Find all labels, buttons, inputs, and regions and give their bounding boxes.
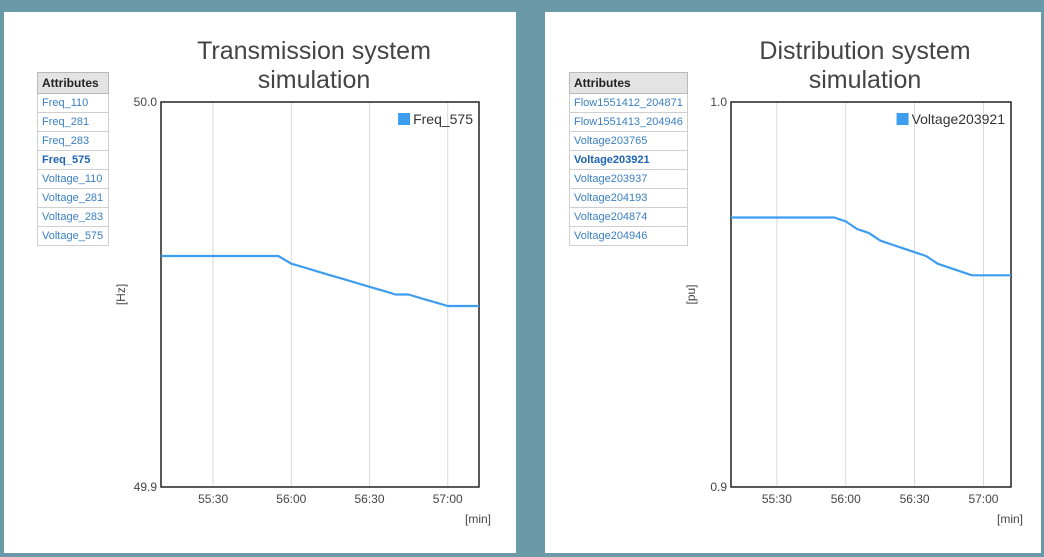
plot-area	[160, 101, 480, 488]
title-line-2: simulation	[808, 66, 922, 94]
attribute-item-selected[interactable]: Voltage203921	[569, 150, 688, 170]
attributes-header: Attributes	[569, 72, 688, 94]
attribute-item[interactable]: Voltage204946	[569, 226, 688, 246]
title-line-1: Distribution system	[759, 37, 971, 65]
distribution-chart[interactable]: 55:30 56:00 56:30 57:00 1.0 0.9 [pu] [min] Volta…	[545, 12, 1041, 553]
transmission-panel: Transmission system simulation Attribute…	[4, 12, 516, 553]
title-line-2: simulation	[257, 66, 371, 94]
chart-title: Distribution system simulation	[715, 37, 1015, 95]
series-line	[161, 254, 479, 308]
attribute-item-selected[interactable]: Freq_575	[37, 150, 109, 170]
legend[interactable]: Voltage203921	[896, 111, 1006, 127]
x-tick-label: 56:00	[276, 492, 306, 506]
distribution-panel: Distribution system simulation Attribute…	[545, 12, 1041, 553]
x-tick-label: 55:30	[198, 492, 228, 506]
attribute-item[interactable]: Flow1551412_204871	[569, 93, 688, 113]
attribute-item[interactable]: Voltage_575	[37, 226, 109, 246]
attributes-table: Attributes Freq_110 Freq_281 Freq_283 Fr…	[37, 72, 109, 246]
legend[interactable]: Freq_575	[398, 111, 473, 127]
x-tick-label: 56:00	[831, 492, 861, 506]
x-tick-label: 55:30	[762, 492, 792, 506]
x-tick-label: 57:00	[968, 492, 998, 506]
y-tick-label-bottom: 0.9	[710, 480, 727, 494]
y-tick-label-top: 1.0	[710, 95, 727, 109]
attribute-item[interactable]: Flow1551413_204946	[569, 112, 688, 132]
y-axis-unit: [Hz]	[114, 284, 128, 305]
plot-area	[730, 101, 1012, 488]
title-line-1: Transmission system	[197, 37, 431, 65]
x-tick-label: 56:30	[355, 492, 385, 506]
attribute-item[interactable]: Freq_281	[37, 112, 109, 132]
x-tick-label: 57:00	[433, 492, 463, 506]
attributes-table: Attributes Flow1551412_204871 Flow155141…	[569, 72, 688, 246]
legend-label: Freq_575	[413, 111, 473, 127]
legend-swatch	[398, 113, 411, 125]
attribute-item[interactable]: Freq_283	[37, 131, 109, 151]
attribute-item[interactable]: Voltage_110	[37, 169, 109, 189]
transmission-chart[interactable]: 55:30 56:00 56:30 57:00 50.0 49.9 [Hz] [min] Fre…	[4, 12, 516, 553]
y-axis-unit: [pu]	[684, 284, 698, 304]
x-axis-unit: [min]	[997, 512, 1023, 526]
series-line	[731, 216, 1011, 277]
attribute-item[interactable]: Voltage203937	[569, 169, 688, 189]
y-tick-label-top: 50.0	[134, 95, 158, 109]
legend-label: Voltage203921	[912, 111, 1006, 127]
y-tick-label-bottom: 49.9	[134, 480, 158, 494]
x-tick-label: 56:30	[900, 492, 930, 506]
chart-title: Transmission system simulation	[154, 37, 474, 95]
legend-swatch	[896, 113, 909, 125]
attribute-item[interactable]: Voltage203765	[569, 131, 688, 151]
x-axis-unit: [min]	[465, 512, 491, 526]
